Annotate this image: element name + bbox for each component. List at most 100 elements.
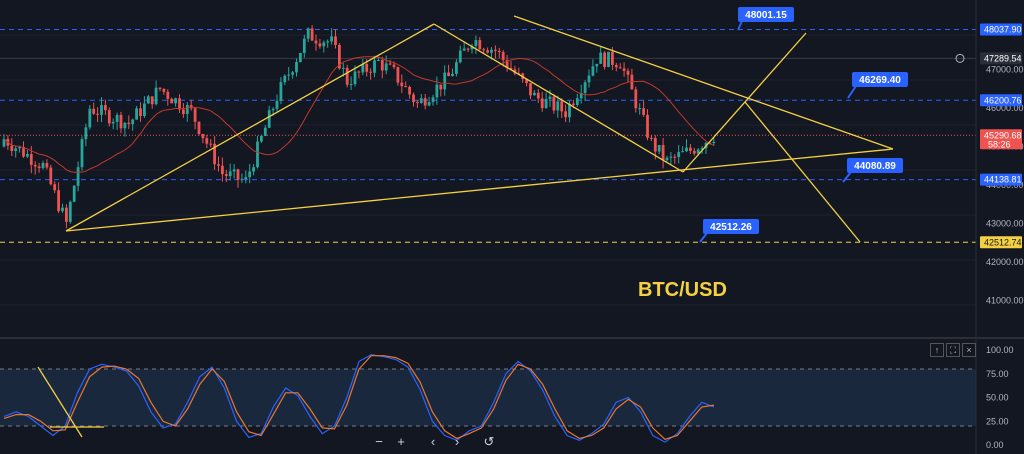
- candle-body: [509, 68, 513, 70]
- candle-body: [322, 42, 326, 47]
- candle-body: [361, 63, 365, 73]
- candle-body: [61, 207, 64, 212]
- candle-body: [244, 177, 248, 179]
- price-tag-box: [980, 173, 1022, 186]
- candle-body: [353, 71, 357, 85]
- candle-body: [57, 190, 60, 212]
- candle-body: [564, 111, 567, 118]
- candle-body: [692, 150, 696, 154]
- candle-body: [677, 152, 681, 158]
- candle-body: [252, 167, 255, 172]
- candle-body: [41, 162, 45, 169]
- candle-body: [634, 89, 638, 109]
- zoom-out-button[interactable]: −: [375, 434, 383, 449]
- candle-body: [419, 98, 423, 104]
- candle-body: [451, 73, 454, 77]
- stochastic-line: [3, 355, 715, 440]
- candle-body: [123, 122, 127, 129]
- candle-body: [478, 40, 482, 50]
- candle-body: [84, 127, 88, 140]
- candle-body: [143, 103, 146, 116]
- candle-body: [443, 72, 447, 90]
- osc-tick-label: 0.00: [986, 440, 1004, 450]
- candle-body: [349, 84, 353, 86]
- pattern-lines: [65, 15, 894, 243]
- price-tag-value: 48037.90: [984, 25, 1022, 35]
- stochastic-band: [0, 369, 976, 426]
- maximize-button[interactable]: ⛶: [946, 343, 960, 357]
- candle-body: [568, 103, 571, 118]
- close-panel-button[interactable]: ×: [962, 343, 976, 357]
- stochastic-panel: [0, 354, 976, 443]
- candle-body: [33, 164, 37, 167]
- candle-body: [583, 82, 587, 93]
- candle-body: [548, 96, 552, 99]
- price-tick-label: 41000.00: [986, 296, 1024, 306]
- candle-body: [65, 207, 68, 222]
- candle-body: [435, 84, 439, 98]
- candle-body: [466, 48, 470, 50]
- candle-body: [162, 88, 166, 92]
- candle-body: [614, 64, 618, 68]
- candle-body: [689, 147, 692, 151]
- price-tag-value: 42512.74: [984, 237, 1022, 247]
- candle-body: [423, 98, 427, 106]
- candle-body: [127, 122, 131, 125]
- candle-body: [193, 108, 197, 122]
- candle-body: [201, 133, 205, 139]
- candle-body: [224, 174, 228, 177]
- candle-body: [490, 49, 493, 53]
- candle-body: [338, 44, 341, 69]
- label-pointer: [737, 20, 743, 31]
- candle-body: [158, 87, 162, 89]
- candle-body: [458, 50, 462, 63]
- candle-body: [182, 109, 185, 115]
- candle-body: [146, 96, 150, 104]
- candle-body: [642, 108, 645, 115]
- candle-body: [53, 184, 57, 191]
- candle-body: [525, 78, 528, 84]
- candle-body: [2, 138, 6, 147]
- candle-body: [552, 96, 556, 111]
- candle-body: [494, 49, 497, 51]
- candle-body: [505, 60, 509, 69]
- add-alert-icon: [955, 53, 965, 63]
- scroll-left-button[interactable]: ‹: [430, 434, 436, 449]
- oscillator-trend-line: [37, 366, 83, 438]
- candle-body: [170, 98, 174, 104]
- move-up-button[interactable]: ↑: [930, 343, 944, 357]
- price-tag-value: 45290.68: [984, 130, 1022, 140]
- candle-body: [217, 164, 220, 166]
- candle-body: [431, 97, 435, 103]
- candle-body: [685, 147, 688, 152]
- candle-body: [330, 36, 333, 42]
- candle-body: [76, 167, 80, 186]
- candle-body: [607, 51, 610, 68]
- reset-icon[interactable]: ↺: [483, 434, 495, 449]
- price-tag-value: 46200.76: [984, 95, 1022, 105]
- candle-body: [228, 171, 232, 177]
- candle-body: [626, 70, 630, 75]
- price-tag-box: [980, 94, 1022, 107]
- candle-body: [267, 110, 271, 128]
- level-labels: 48001.15 46269.40 44080.89 42512.26: [699, 7, 908, 243]
- level-label-box: [847, 158, 903, 173]
- candle-body: [26, 153, 29, 157]
- candle-body: [306, 28, 310, 39]
- candle-body: [447, 72, 450, 77]
- candle-body: [373, 60, 376, 73]
- candle-body: [380, 60, 384, 71]
- candle-body: [275, 100, 279, 109]
- candle-body: [572, 103, 575, 105]
- zoom-in-button[interactable]: +: [397, 434, 405, 449]
- pattern-line: [65, 23, 435, 232]
- scroll-right-button[interactable]: ›: [454, 434, 460, 449]
- oscillator-axis: 0.00 25.00 50.00 75.00 100.00: [986, 345, 1014, 450]
- candle-body: [474, 40, 478, 46]
- candle-body: [341, 67, 345, 69]
- candle-body: [174, 98, 177, 104]
- price-tag-box: [980, 23, 1022, 36]
- candle-body: [14, 148, 18, 152]
- candle-body: [412, 94, 415, 103]
- candle-body: [712, 141, 716, 144]
